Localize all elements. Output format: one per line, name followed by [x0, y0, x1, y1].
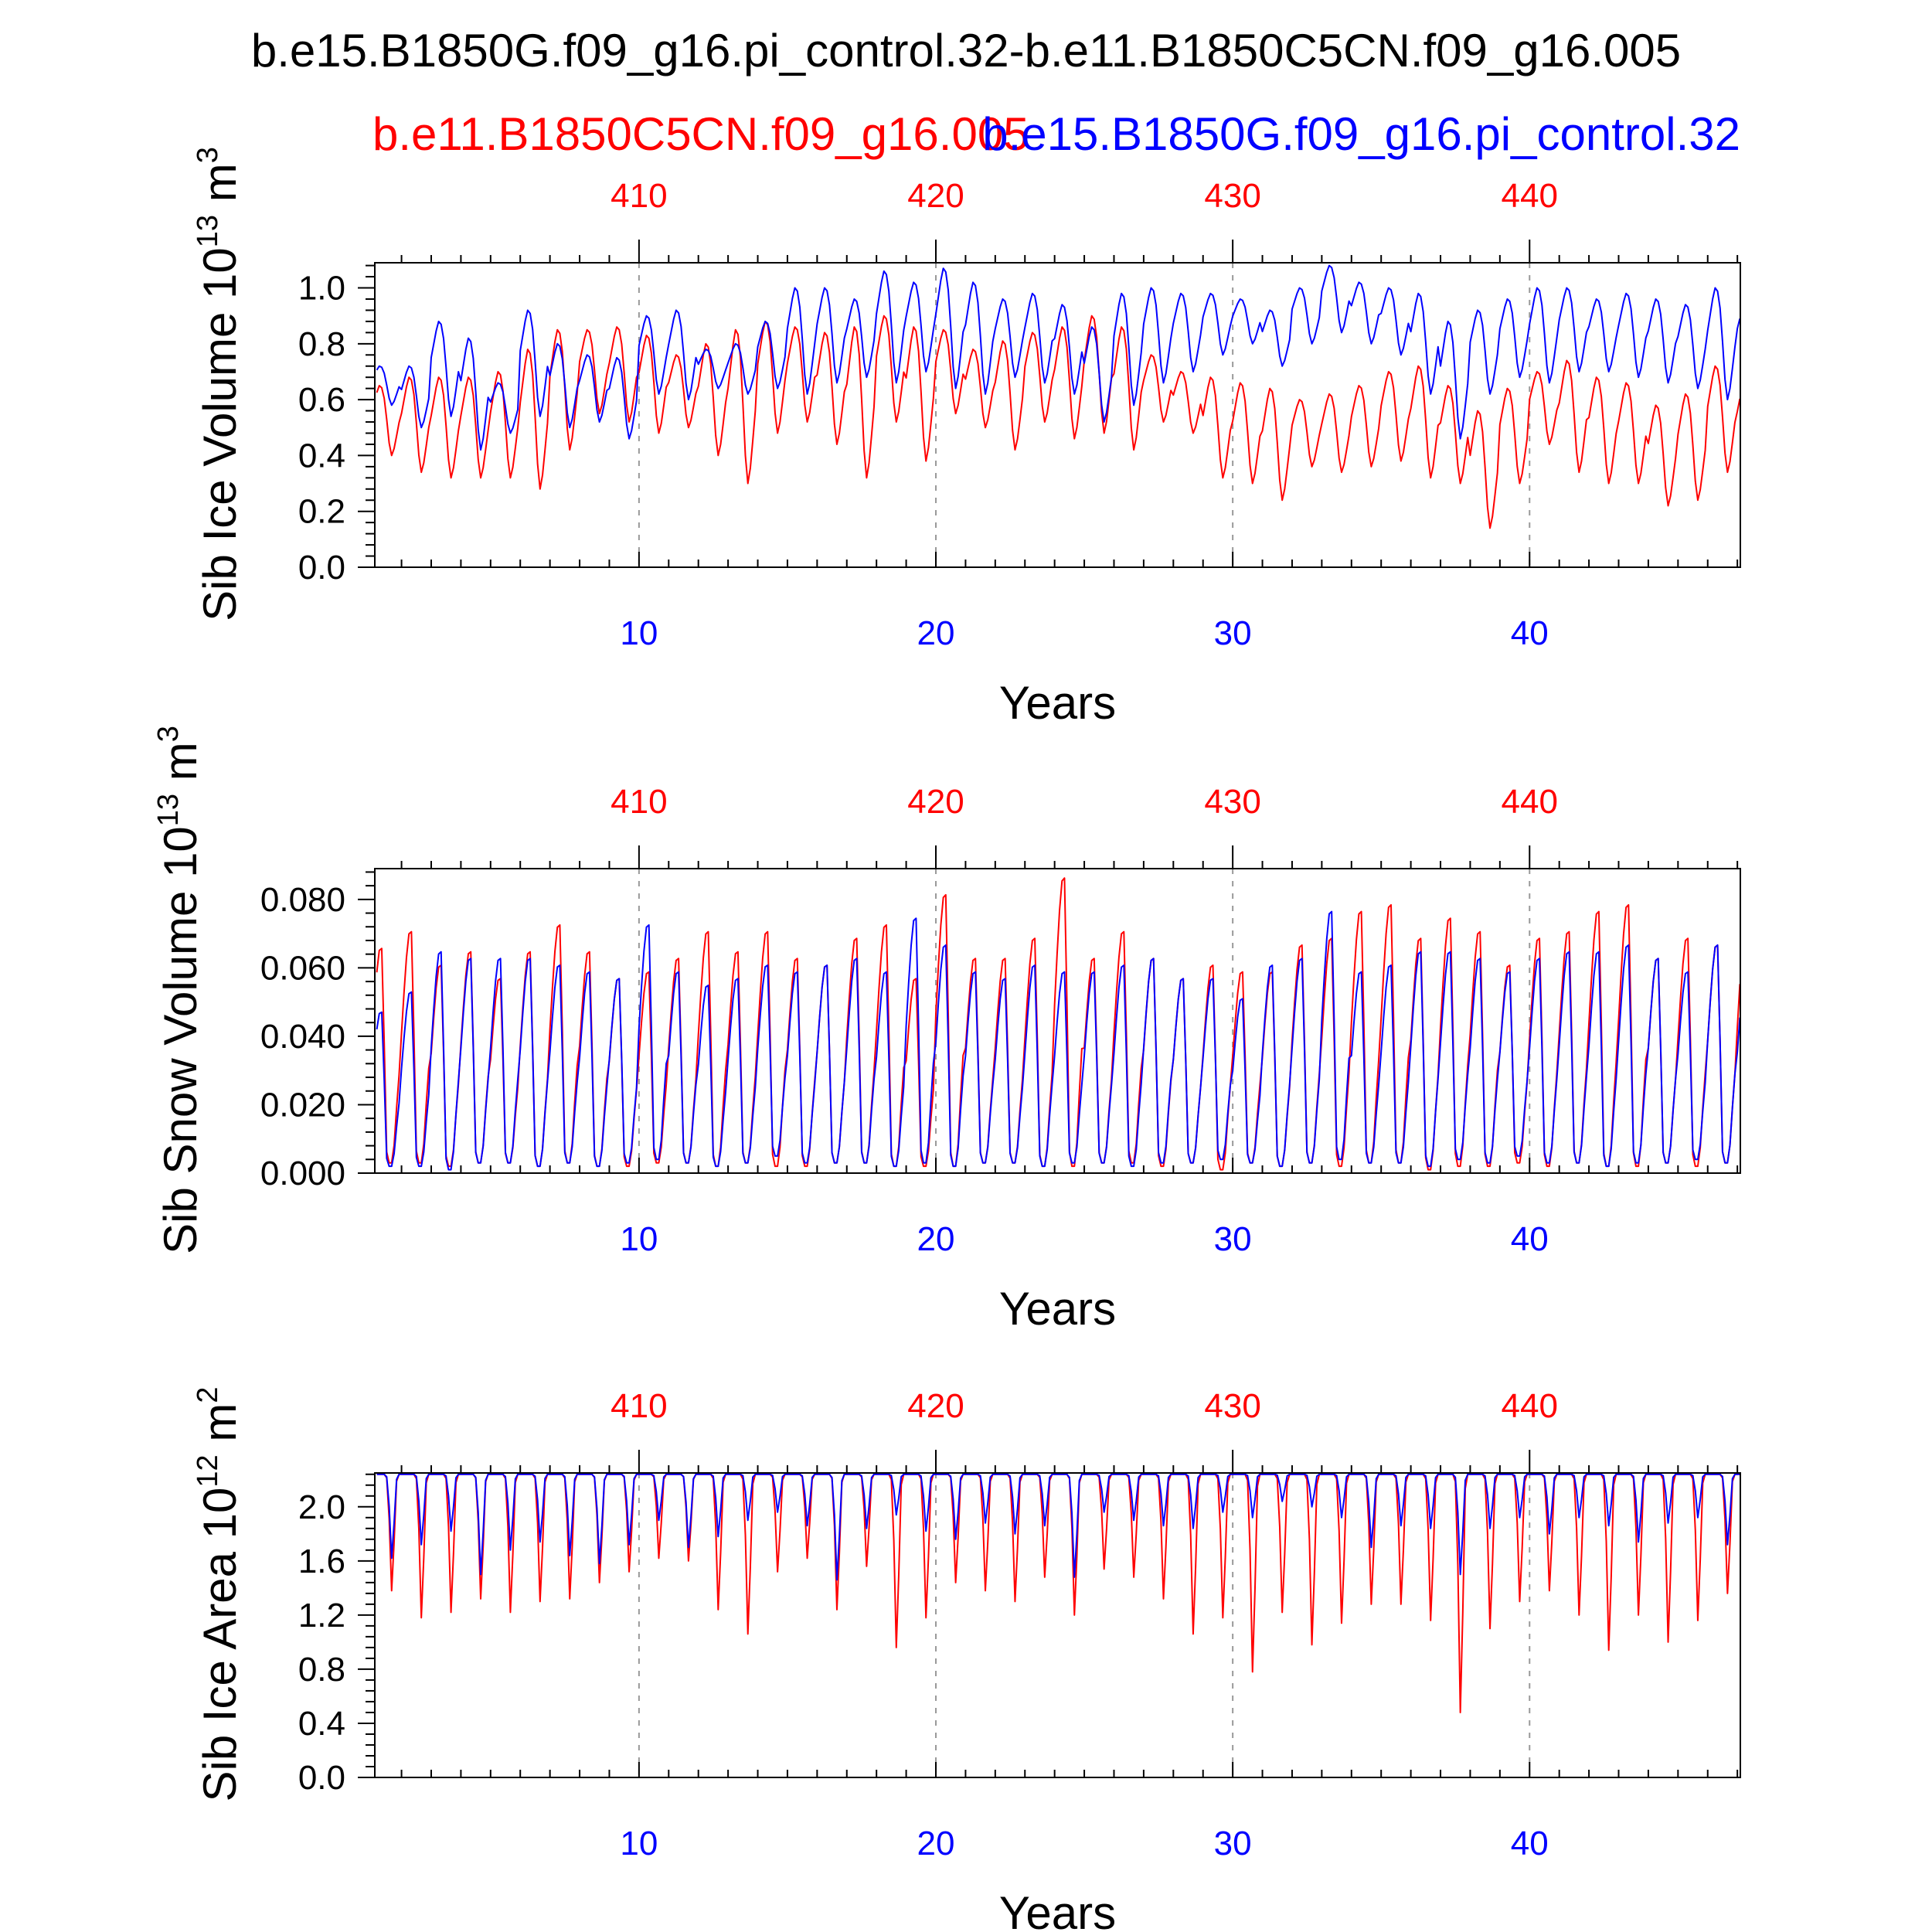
x-tick-label-snow-volume: 10	[620, 1220, 658, 1258]
x-tick-label-ice-volume: 10	[620, 614, 658, 652]
x-tick-label-ice-area: 20	[917, 1825, 955, 1862]
y-tick-label-snow-volume: 0.040	[260, 1018, 345, 1056]
y-axis-label-ice-area: Sib Ice Area 1012 m2	[192, 1386, 246, 1801]
top-tick-label-snow-volume: 420	[907, 783, 964, 821]
x-tick-label-ice-volume: 30	[1214, 614, 1252, 652]
panel-ice-volume: 10 410 20 420 30 430 40 440 0.0 0.2 0.4 0.6 0.8 1.0 Ye…	[192, 147, 1741, 729]
figure-title: b.e15.B1850G.f09_g16.pi_control.32-b.e11…	[251, 25, 1681, 77]
top-tick-label-ice-area: 410	[611, 1387, 667, 1425]
x-tick-label-snow-volume: 40	[1511, 1220, 1549, 1258]
x-axis-label-ice-volume: Years	[999, 677, 1116, 729]
top-tick-label-snow-volume: 440	[1502, 783, 1558, 821]
series-line-ice-area-blue	[376, 1473, 1740, 1581]
series-line-ice-volume-blue	[376, 264, 1741, 451]
y-tick-label-ice-volume: 1.0	[298, 270, 345, 308]
top-tick-label-ice-volume: 440	[1502, 177, 1558, 215]
y-tick-label-ice-volume: 0.8	[298, 325, 345, 363]
y-tick-label-ice-area: 1.6	[298, 1543, 345, 1580]
y-tick-label-ice-area: 0.8	[298, 1651, 345, 1689]
x-tick-label-snow-volume: 20	[917, 1220, 955, 1258]
series-line-ice-volume-red	[376, 315, 1741, 529]
x-tick-label-ice-area: 10	[620, 1825, 658, 1862]
top-tick-label-snow-volume: 430	[1204, 783, 1260, 821]
y-tick-label-ice-area: 1.2	[298, 1597, 345, 1634]
y-tick-label-snow-volume: 0.080	[260, 881, 345, 919]
x-tick-label-ice-volume: 40	[1511, 614, 1549, 652]
x-tick-label-ice-area: 30	[1214, 1825, 1252, 1862]
x-axis-label-ice-area: Years	[999, 1887, 1116, 1932]
plot-frame-snow-volume	[374, 868, 1741, 1174]
panel-snow-volume: 10 410 20 420 30 430 40 440 0.000 0.020 0.040 0.060…	[152, 726, 1741, 1335]
x-axis-label-snow-volume: Years	[999, 1283, 1116, 1335]
series-line-snow-volume-blue	[376, 910, 1741, 1171]
plot-frame-ice-volume	[374, 262, 1741, 568]
y-tick-label-snow-volume: 0.060	[260, 949, 345, 987]
y-tick-label-ice-volume: 0.0	[298, 549, 345, 587]
y-tick-label-snow-volume: 0.000	[260, 1155, 345, 1192]
y-axis-label-snow-volume: Sib Snow Volume 1013 m3	[152, 726, 206, 1254]
y-axis-label-ice-volume: Sib Ice Volume 1013 m3	[192, 147, 246, 621]
legend-label-red-case: b.e11.B1850C5CN.f09_g16.005	[372, 108, 1029, 160]
y-tick-label-ice-volume: 0.6	[298, 381, 345, 419]
top-tick-label-ice-volume: 430	[1204, 177, 1260, 215]
top-tick-label-snow-volume: 410	[611, 783, 667, 821]
top-tick-label-ice-volume: 420	[907, 177, 964, 215]
y-tick-label-ice-area: 0.4	[298, 1705, 345, 1743]
top-tick-label-ice-volume: 410	[611, 177, 667, 215]
y-tick-label-ice-volume: 0.2	[298, 493, 345, 531]
x-tick-label-snow-volume: 30	[1214, 1220, 1252, 1258]
legend-label-blue-case: b.e15.B1850G.f09_g16.pi_control.32	[982, 108, 1740, 160]
top-tick-label-ice-area: 430	[1204, 1387, 1260, 1425]
y-tick-label-ice-area: 0.0	[298, 1759, 345, 1797]
top-tick-label-ice-area: 440	[1502, 1387, 1558, 1425]
top-tick-label-ice-area: 420	[907, 1387, 964, 1425]
panel-ice-area: 10 410 20 420 30 430 40 440 0.0 0.4 0.8 1.2 1.6 2.0 Ye…	[192, 1386, 1741, 1932]
y-tick-label-ice-area: 2.0	[298, 1488, 345, 1526]
x-tick-label-ice-area: 40	[1511, 1825, 1549, 1862]
y-tick-label-snow-volume: 0.020	[260, 1086, 345, 1124]
y-tick-label-ice-volume: 0.4	[298, 437, 345, 474]
x-tick-label-ice-volume: 20	[917, 614, 955, 652]
